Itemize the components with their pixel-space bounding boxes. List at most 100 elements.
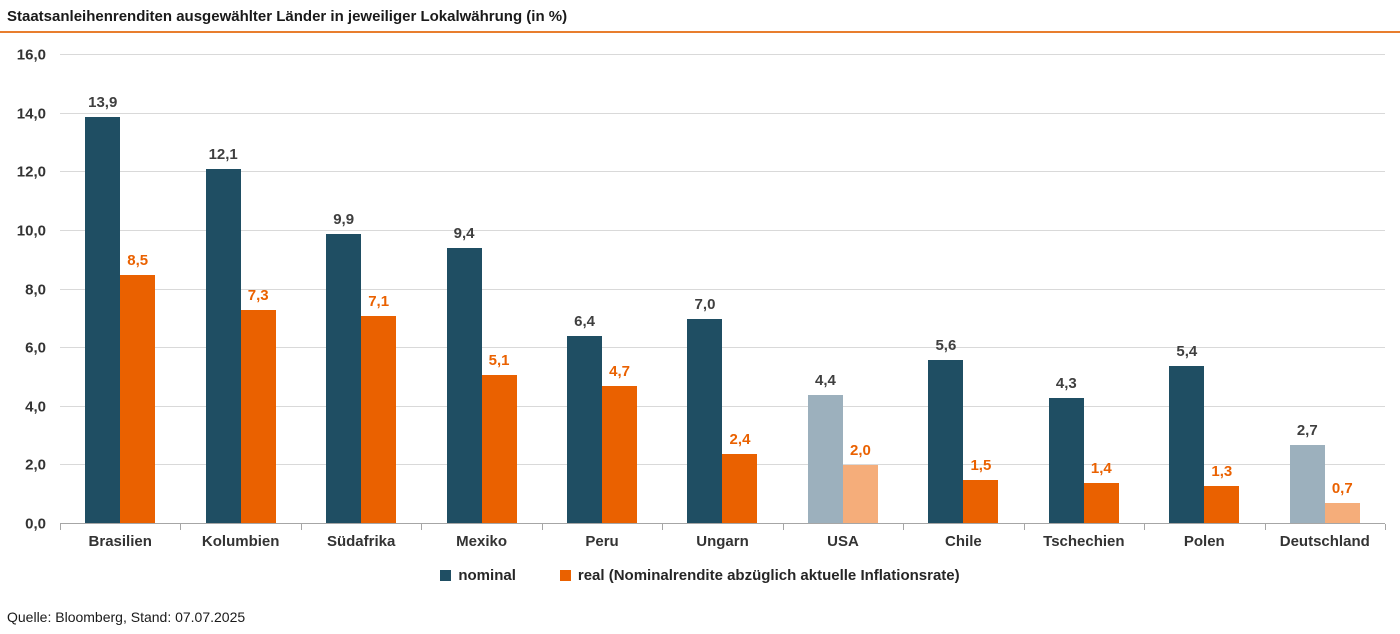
bar-real-Brasilien: 8,5 bbox=[120, 252, 156, 524]
value-label-real-Mexiko: 5,1 bbox=[488, 351, 510, 369]
value-label-real-Kolumbien: 7,3 bbox=[247, 287, 269, 305]
legend-item-nominal: nominal bbox=[440, 567, 516, 584]
gridline bbox=[60, 288, 1385, 290]
axis-tick bbox=[1384, 524, 1386, 530]
bar-nominal-Ungarn: 7,0 bbox=[687, 296, 723, 524]
x-axis-label-Kolumbien: Kolumbien bbox=[201, 533, 280, 550]
bar-nominal-Deutschland: 2,7 bbox=[1289, 422, 1325, 524]
bar-chart: 0,0 2,0 4,0 6,0 8,0 10,0 12,0 14,0 16,0 13,9 8,5 1… bbox=[0, 47, 1400, 550]
category-slot-Südafrika: 9,9 7,1 bbox=[301, 55, 423, 530]
value-label-nominal-Deutschland: 2,7 bbox=[1296, 421, 1318, 439]
bar-slots: 13,9 8,5 12,1 7,3 9,9 7,1 9,4 5,1 6,4 4,7 7,0 2,4 4,… bbox=[60, 55, 1386, 530]
plot-wrap: 13,9 8,5 12,1 7,3 9,9 7,1 9,4 5,1 6,4 4,7 7,0 2,4 4,… bbox=[60, 54, 1386, 550]
value-label-nominal-Chile: 5,6 bbox=[935, 336, 957, 354]
bar-nominal-Mexiko: 9,4 bbox=[446, 225, 482, 524]
value-label-nominal-Südafrika: 9,9 bbox=[333, 210, 355, 228]
axis-tick bbox=[782, 524, 784, 530]
gridline bbox=[60, 347, 1385, 349]
value-label-nominal-Peru: 6,4 bbox=[574, 313, 595, 331]
category-slot-Ungarn: 7,0 2,4 bbox=[662, 55, 784, 530]
source-note: Quelle: Bloomberg, Stand: 07.07.2025 bbox=[7, 609, 246, 625]
value-label-real-Peru: 4,7 bbox=[609, 363, 630, 381]
axis-tick bbox=[541, 524, 543, 530]
axis-tick bbox=[903, 524, 905, 530]
gridline bbox=[60, 54, 1385, 55]
category-slot-Mexiko: 9,4 5,1 bbox=[421, 55, 543, 530]
bar-real-Südafrika: 7,1 bbox=[361, 293, 397, 524]
value-label-nominal-USA: 4,4 bbox=[815, 372, 836, 390]
value-label-real-Südafrika: 7,1 bbox=[368, 292, 390, 310]
x-axis-label-Mexiko: Mexiko bbox=[456, 533, 508, 550]
category-slot-Brasilien: 13,9 8,5 bbox=[60, 55, 182, 530]
category-slot-Peru: 6,4 4,7 bbox=[542, 55, 664, 530]
y-tick-label: 4,0 bbox=[25, 398, 46, 416]
gridline bbox=[60, 405, 1385, 407]
bar-real-Mexiko: 5,1 bbox=[481, 352, 517, 524]
x-axis-label-Südafrika: Südafrika bbox=[326, 533, 396, 550]
value-label-real-Tschechien: 1,4 bbox=[1090, 459, 1112, 477]
category-slot-USA: 4,4 2,0 bbox=[783, 55, 905, 530]
gridline bbox=[60, 171, 1385, 173]
bar-real-Kolumbien: 7,3 bbox=[240, 287, 276, 524]
legend-swatch-nominal bbox=[440, 570, 452, 581]
y-tick-label: 10,0 bbox=[16, 222, 46, 240]
value-label-nominal-Tschechien: 4,3 bbox=[1055, 374, 1077, 392]
value-label-real-Chile: 1,5 bbox=[970, 457, 992, 475]
bar-real-Chile: 1,5 bbox=[963, 457, 999, 524]
legend: nominal real (Nominalrendite abzüglich ak… bbox=[0, 567, 1400, 584]
gridline bbox=[60, 229, 1385, 231]
category-slot-Chile: 5,6 1,5 bbox=[903, 55, 1025, 530]
bar-nominal-USA: 4,4 bbox=[807, 372, 843, 524]
bar-nominal-Südafrika: 9,9 bbox=[326, 211, 362, 524]
value-label-real-Deutschland: 0,7 bbox=[1331, 480, 1353, 498]
axis-tick bbox=[60, 524, 61, 530]
bar-nominal-Kolumbien: 12,1 bbox=[205, 146, 241, 524]
y-tick-label: 14,0 bbox=[16, 105, 46, 123]
y-tick-label: 6,0 bbox=[25, 339, 46, 357]
bar-real-Polen: 1,3 bbox=[1204, 463, 1240, 524]
value-label-real-Brasilien: 8,5 bbox=[127, 251, 149, 269]
bar-nominal-Brasilien: 13,9 bbox=[85, 94, 121, 524]
value-label-nominal-Polen: 5,4 bbox=[1176, 342, 1198, 360]
x-axis-label-Peru: Peru bbox=[585, 533, 619, 550]
gridline bbox=[60, 112, 1385, 114]
y-tick-label: 16,0 bbox=[16, 46, 46, 64]
bar-nominal-Tschechien: 4,3 bbox=[1048, 375, 1084, 524]
x-axis-label-Deutschland: Deutschland bbox=[1279, 533, 1370, 550]
x-axis-label-Polen: Polen bbox=[1183, 533, 1225, 550]
axis-tick bbox=[1144, 524, 1146, 530]
value-label-nominal-Brasilien: 13,9 bbox=[88, 93, 118, 111]
legend-swatch-real bbox=[559, 570, 571, 581]
axis-tick bbox=[421, 524, 423, 530]
value-label-nominal-Kolumbien: 12,1 bbox=[208, 146, 238, 164]
value-label-nominal-Mexiko: 9,4 bbox=[453, 225, 475, 243]
x-axis-label-Ungarn: Ungarn bbox=[696, 533, 749, 550]
y-tick-label: 2,0 bbox=[25, 456, 46, 474]
bar-nominal-Chile: 5,6 bbox=[928, 337, 964, 524]
value-label-real-Polen: 1,3 bbox=[1211, 462, 1233, 480]
x-axis-labels: Brasilien Kolumbien Südafrika Mexiko Peru Ung… bbox=[60, 524, 1385, 550]
x-axis-label-USA: USA bbox=[827, 533, 859, 550]
category-slot-Kolumbien: 12,1 7,3 bbox=[180, 55, 302, 530]
bar-real-Tschechien: 1,4 bbox=[1083, 460, 1119, 524]
bar-nominal-Polen: 5,4 bbox=[1169, 343, 1205, 524]
gridline bbox=[60, 523, 1385, 524]
y-tick-label: 8,0 bbox=[25, 281, 46, 298]
axis-tick bbox=[180, 524, 182, 530]
axis-tick bbox=[1023, 524, 1025, 530]
bar-real-Peru: 4,7 bbox=[602, 363, 638, 524]
x-axis-label-Chile: Chile bbox=[945, 533, 982, 550]
axis-tick bbox=[300, 524, 302, 530]
plot-area: 13,9 8,5 12,1 7,3 9,9 7,1 9,4 5,1 6,4 4,7 7,0 2,4 4,… bbox=[60, 54, 1386, 530]
category-slot-Tschechien: 4,3 1,4 bbox=[1024, 55, 1146, 530]
value-label-real-Ungarn: 2,4 bbox=[729, 430, 751, 448]
y-tick-label: 0,0 bbox=[25, 515, 46, 533]
x-axis-label-Tschechien: Tschechien bbox=[1043, 533, 1125, 550]
legend-label-real: real (Nominalrendite abzüglich aktuelle … bbox=[577, 567, 960, 584]
category-slot-Polen: 5,4 1,3 bbox=[1144, 55, 1266, 530]
bar-real-Deutschland: 0,7 bbox=[1324, 480, 1360, 524]
chart-title: Staatsanleihenrenditen ausgewählter Länd… bbox=[0, 0, 1400, 33]
value-label-nominal-Ungarn: 7,0 bbox=[694, 295, 716, 313]
x-axis-label-Brasilien: Brasilien bbox=[88, 533, 152, 550]
